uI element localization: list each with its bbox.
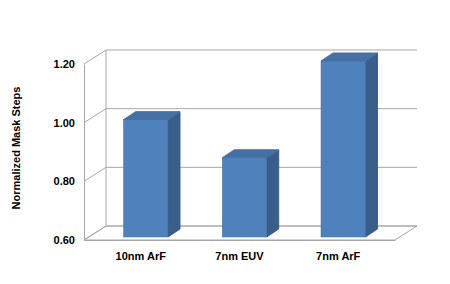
y-axis-line [84,65,85,241]
x-tick: 7nm EUV [215,240,264,262]
bars [124,53,378,237]
y-tick: 1.00 [54,117,84,129]
bar-side [365,53,377,237]
x-tick-label: 10nm ArF [116,250,167,262]
bar-top [222,150,278,158]
x-axis: 10nm ArF 7nm EUV 7nm ArF [85,240,396,262]
y-tick-label: 1.00 [54,117,75,129]
bar-group [321,53,377,237]
bar-top [124,112,180,120]
y-tick: 0.60 [54,234,84,246]
grid [84,50,417,240]
bar-side [168,112,180,237]
bar-top [321,53,377,61]
y-tick-label: 1.20 [54,58,75,70]
x-axis-line [85,240,396,241]
bar-group [124,112,180,237]
chart: 0.60 0.80 1.00 1.20 10nm ArF 7nm EUV 7nm ArF No… [0,0,450,284]
bar [222,158,266,237]
y-tick-label: 0.60 [54,234,75,246]
x-tick: 7nm ArF [316,240,360,262]
bar-group [222,150,278,237]
x-tick-label: 7nm EUV [215,250,264,262]
y-tick: 0.80 [54,175,84,187]
bar [124,120,168,237]
y-tick-label: 0.80 [54,175,75,187]
y-axis: 0.60 0.80 1.00 1.20 [54,58,85,246]
y-axis-title: Normalized Mask Steps [10,87,22,210]
bar-side [267,150,279,237]
bar [321,61,365,237]
y-tick: 1.20 [54,58,84,70]
wall-edge [106,50,107,226]
x-tick: 10nm ArF [116,240,167,262]
x-tick-label: 7nm ArF [316,250,360,262]
